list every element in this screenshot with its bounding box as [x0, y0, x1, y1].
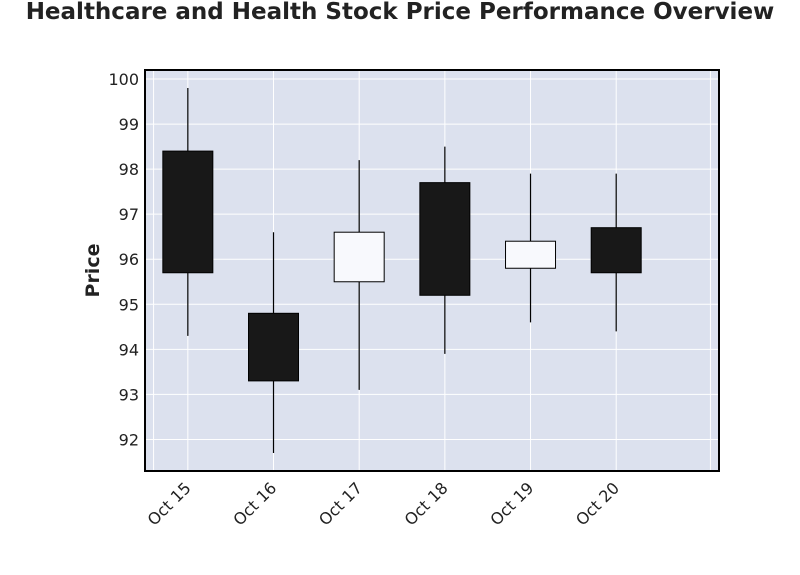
y-tick-label: 94 — [119, 340, 139, 359]
x-axis-ticks: Oct 15 Oct 16 Oct 17 Oct 18 Oct 19 Oct 20 — [144, 478, 623, 529]
candle — [333, 160, 385, 390]
candles — [162, 88, 642, 453]
candle-body-down — [162, 150, 214, 274]
y-tick-label: 92 — [119, 430, 139, 449]
y-tick-label: 97 — [119, 205, 139, 224]
candle-body-up — [505, 240, 557, 269]
candle-body-down — [419, 182, 471, 296]
y-tick-label: 100 — [108, 70, 139, 89]
y-axis-ticks: 92 93 94 95 96 97 98 99 100 — [108, 70, 139, 449]
plot-frame — [144, 69, 720, 472]
x-tick-label: Oct 18 — [401, 478, 452, 529]
y-tick-label: 99 — [119, 115, 139, 134]
candle — [419, 146, 471, 354]
candle — [590, 173, 642, 332]
chart-title: Healthcare and Health Stock Price Perfor… — [25, 0, 775, 25]
x-tick-label: Oct 20 — [572, 478, 623, 529]
candle-body-down — [590, 227, 642, 274]
x-tick-label: Oct 19 — [486, 478, 537, 529]
y-tick-label: 95 — [119, 295, 139, 314]
candle-body-down — [248, 312, 300, 382]
x-tick-label: Oct 15 — [144, 478, 195, 529]
candle — [505, 173, 557, 323]
candle — [248, 232, 300, 453]
y-tick-label: 93 — [119, 385, 139, 404]
x-tick-label: Oct 17 — [315, 478, 366, 529]
candle — [162, 88, 214, 336]
y-axis-label: Price — [82, 244, 104, 298]
y-tick-label: 96 — [119, 250, 139, 269]
y-tick-label: 98 — [119, 160, 139, 179]
candle-body-up — [333, 231, 385, 283]
x-tick-label: Oct 16 — [229, 478, 280, 529]
